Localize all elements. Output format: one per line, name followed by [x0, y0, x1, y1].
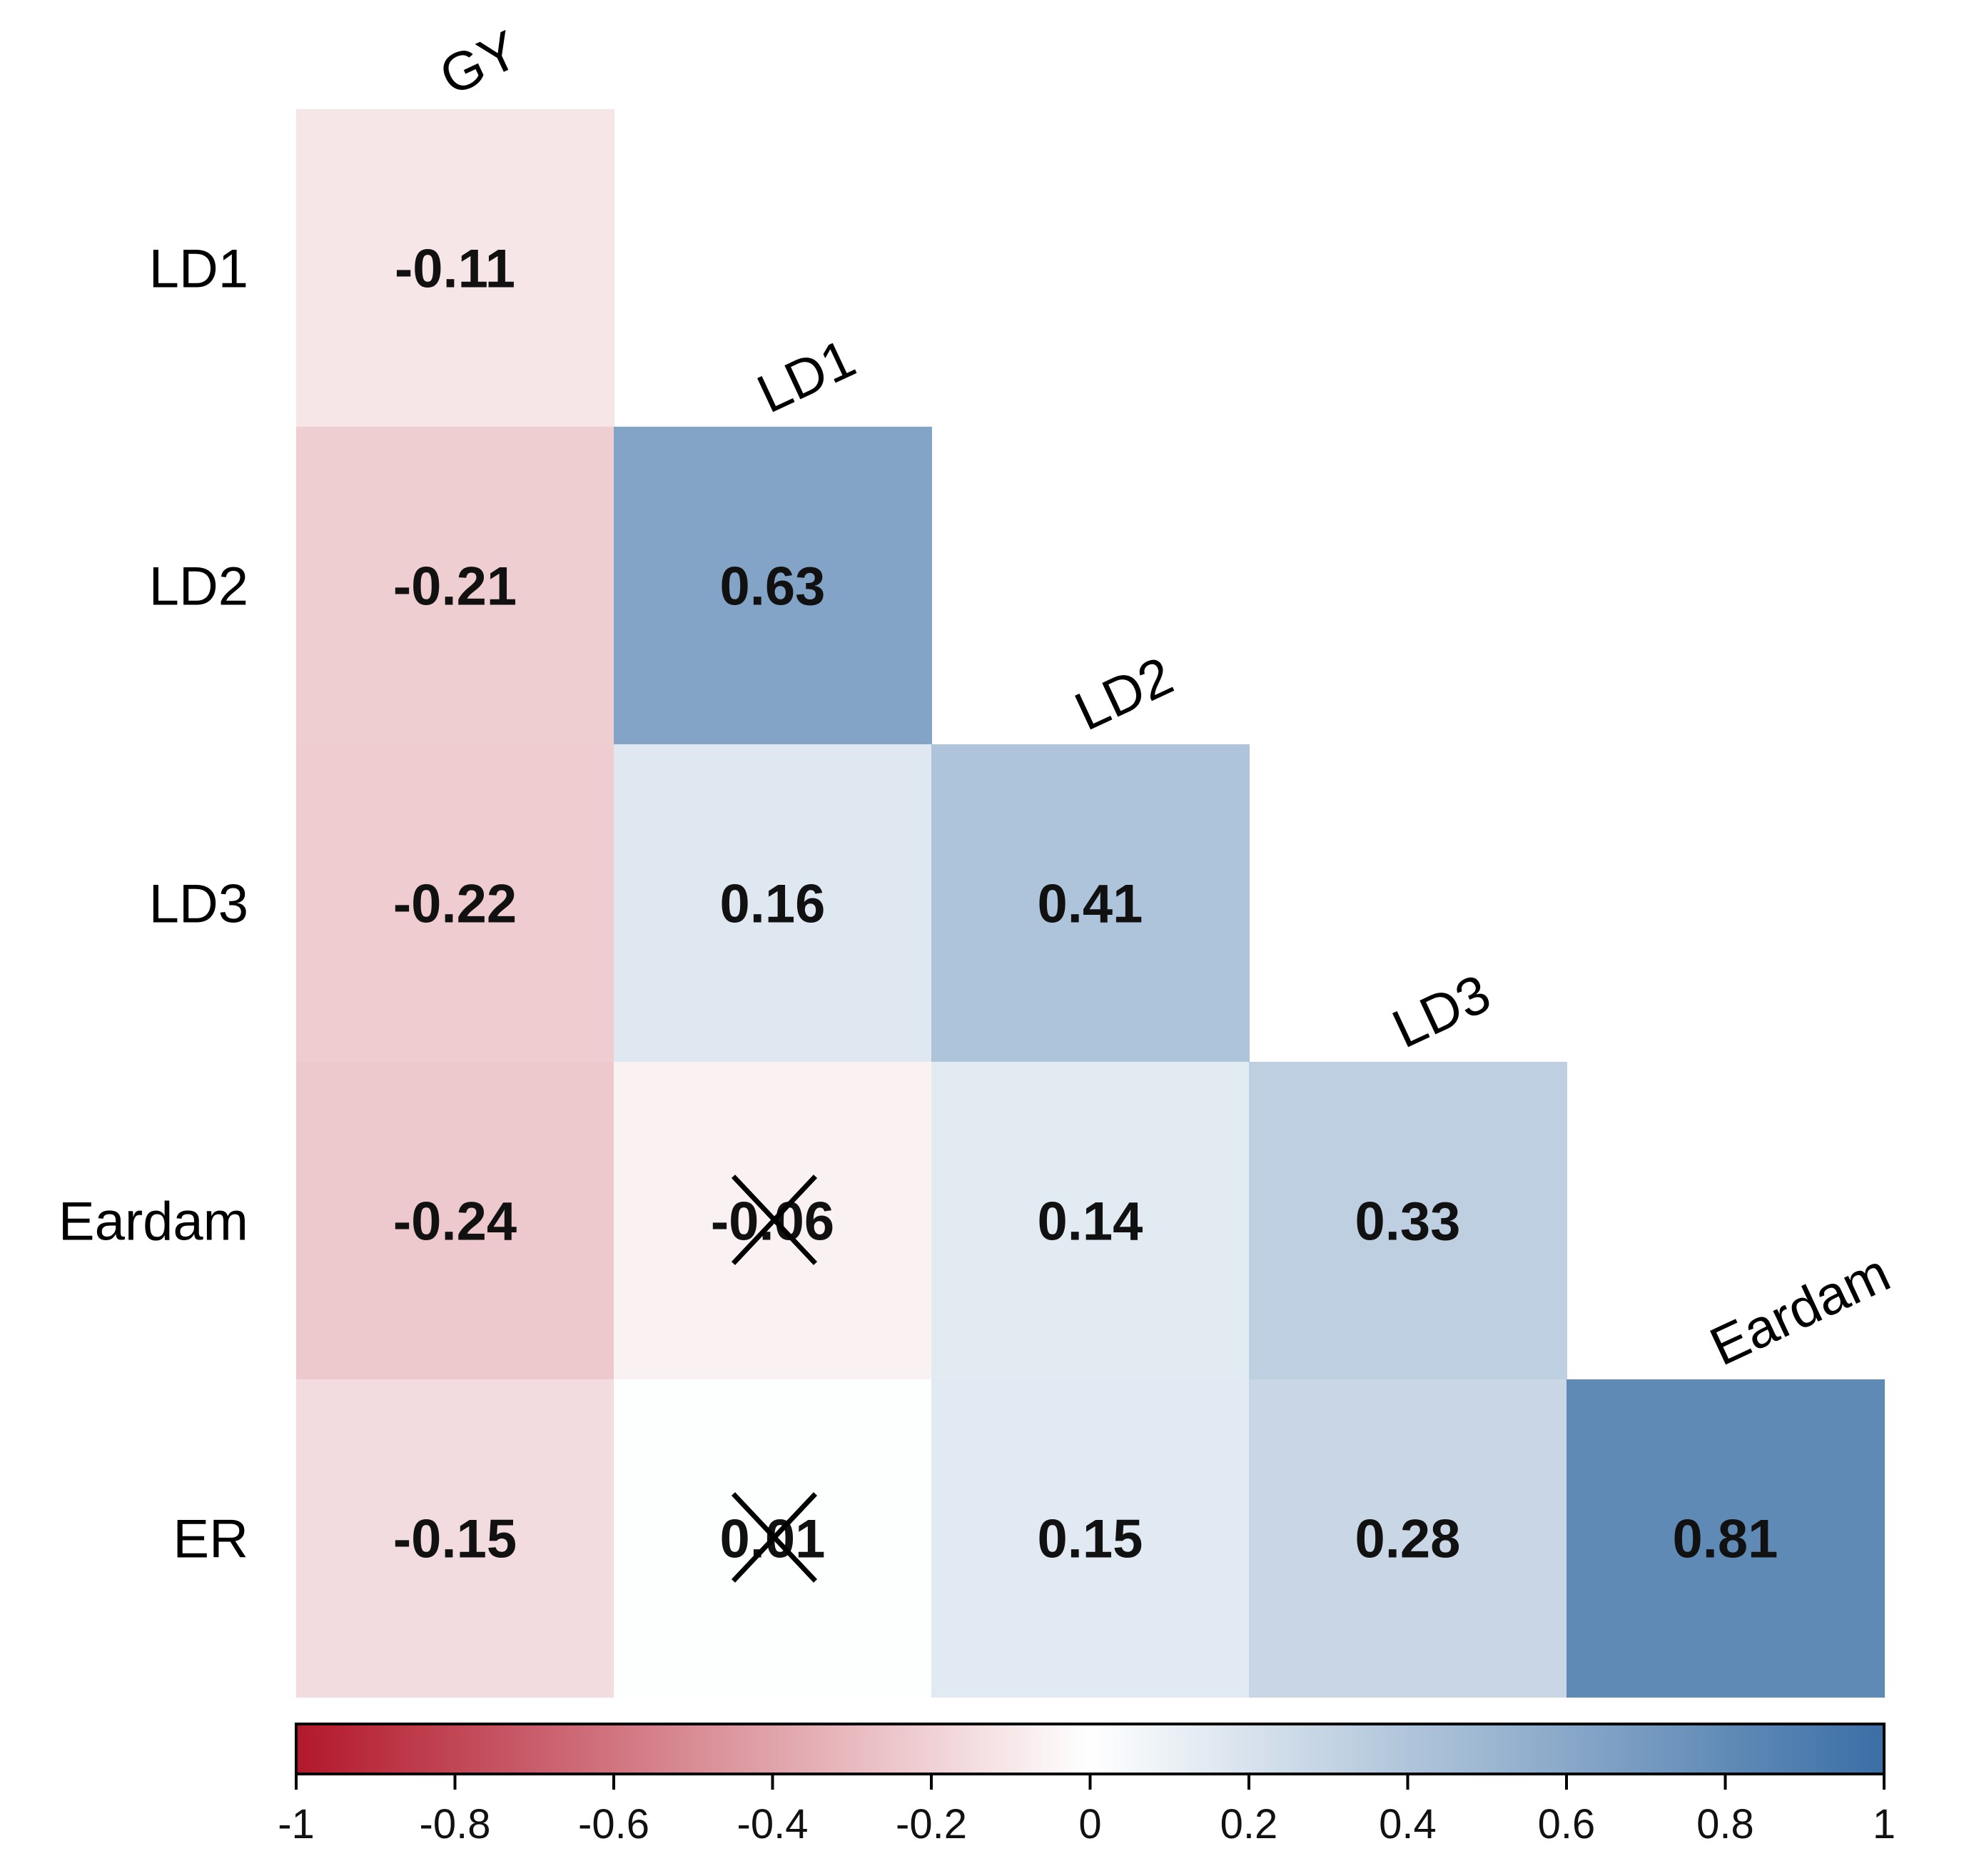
heatmap-cell-LD3-GY: [296, 744, 614, 1063]
heatmap-cell-Eardam-GY: [296, 1062, 614, 1380]
row-label: Eardam: [59, 1192, 248, 1252]
heatmap-cell-ER-GY: [296, 1379, 614, 1698]
heatmap-cell-LD3-LD2: [931, 744, 1250, 1063]
colorbar-tick-label: 0: [1078, 1801, 1101, 1847]
cell-value-label: -0.24: [393, 1192, 517, 1252]
heatmap-cell-ER-Eardam: [1566, 1379, 1885, 1698]
heatmap-cell-Eardam-LD2: [931, 1062, 1250, 1380]
heatmap-cell-ER-LD2: [931, 1379, 1250, 1698]
row-label: LD1: [149, 239, 248, 300]
cell-value-label: 0.15: [1038, 1509, 1143, 1570]
colorbar-tick-label: -1: [278, 1801, 315, 1847]
column-label: LD3: [1384, 963, 1499, 1060]
colorbar-tick-label: 0.6: [1538, 1801, 1596, 1847]
heatmap-cell-LD1-GY: [296, 109, 614, 427]
cell-value-label: -0.22: [393, 874, 517, 935]
row-labels: LD1 LD2 LD3 Eardam ER: [59, 239, 248, 1570]
colorbar-tick-label: 0.4: [1379, 1801, 1437, 1847]
colorbar-tick-label: 0.2: [1220, 1801, 1278, 1847]
cross-out-mark: [731, 1175, 818, 1265]
heatmap-cell-LD3-LD1: [614, 744, 932, 1063]
heatmap-cell-LD2-GY: [296, 427, 614, 745]
cell-value-label: -0.21: [393, 557, 517, 617]
heatmap-cell-LD2-LD1: [614, 427, 932, 745]
cell-value-label: 0.33: [1355, 1192, 1461, 1252]
column-label: Eardam: [1701, 1242, 1899, 1378]
row-label: LD2: [149, 557, 248, 617]
cross-out-mark: [731, 1492, 818, 1583]
colorbar-tick-label: 0.8: [1696, 1801, 1754, 1847]
cell-value-label: 0.81: [1673, 1509, 1778, 1570]
column-label: GY: [431, 19, 527, 107]
cell-value-label: -0.15: [393, 1509, 517, 1570]
colorbar-tick-label: -0.4: [737, 1801, 809, 1847]
cell-value-label: 0.41: [1038, 874, 1143, 935]
cell-value-label: -0.11: [395, 239, 515, 300]
heatmap-cell-ER-LD3: [1249, 1379, 1567, 1698]
cell-value-label: 0.14: [1038, 1192, 1143, 1252]
column-label: LD2: [1066, 645, 1182, 742]
row-label: ER: [173, 1509, 248, 1570]
column-label: LD1: [749, 328, 864, 425]
heatmap-cells: -0.11-0.210.63-0.220.160.41-0.24-0.060.1…: [296, 109, 1885, 1698]
heatmap-cell-Eardam-LD3: [1249, 1062, 1567, 1380]
cell-value-label: 0.16: [720, 874, 826, 935]
colorbar-tick-label: -0.8: [420, 1801, 491, 1847]
cell-value-label: 0.28: [1355, 1509, 1461, 1570]
cell-value-label: 0.63: [720, 557, 826, 617]
colorbar-tick-label: -0.6: [578, 1801, 649, 1847]
colorbar-tick-label: 1: [1873, 1801, 1895, 1847]
row-label: LD3: [149, 874, 248, 935]
colorbar-gradient: [295, 1723, 1886, 1775]
colorbar: -1 -0.8 -0.6 -0.4 -0.2 0 0.2 0.4 0.6 0.8 1: [278, 1723, 1895, 1847]
colorbar-tick-label: -0.2: [896, 1801, 967, 1847]
